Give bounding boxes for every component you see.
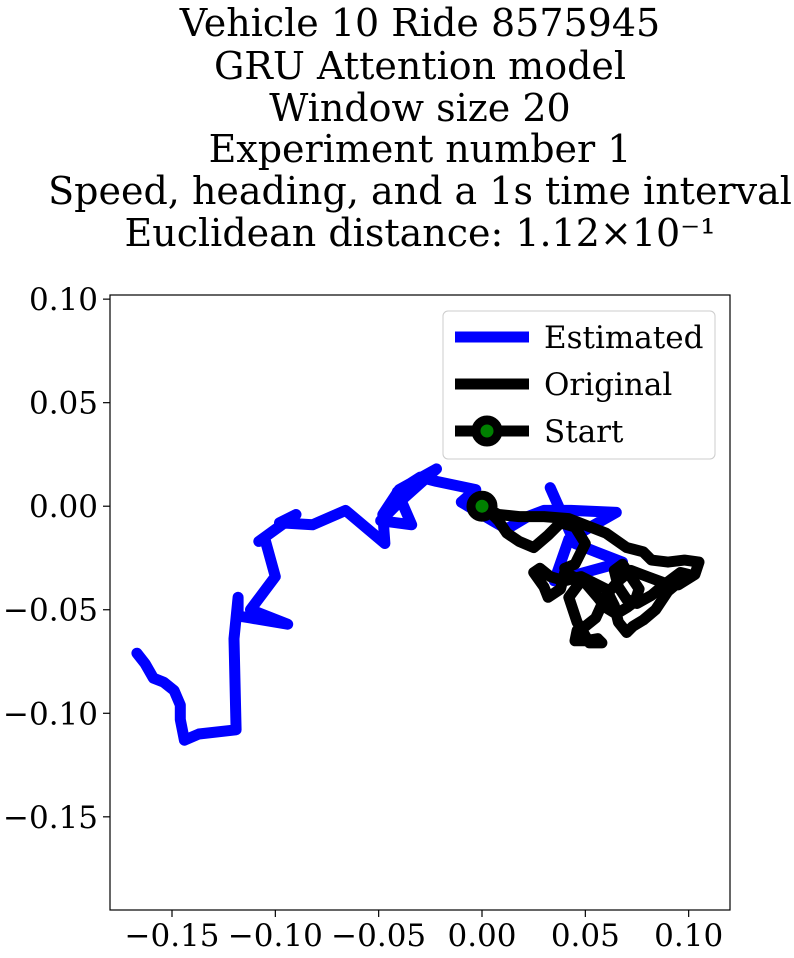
- legend-label-original: Original: [544, 367, 672, 403]
- title-line-3: Window size 20: [269, 86, 570, 130]
- series-line-estimated: [131, 463, 628, 746]
- y-tick-label: 0.00: [29, 489, 98, 525]
- title-line-1: Vehicle 10 Ride 8575945: [179, 1, 660, 45]
- y-tick-label: −0.05: [3, 593, 98, 629]
- legend-frame: [442, 310, 716, 460]
- legend-marker-start: [471, 415, 503, 447]
- x-tick-label: −0.10: [228, 918, 323, 954]
- x-tick-label: 0.10: [654, 918, 723, 954]
- series-line-original: [476, 500, 705, 649]
- title-line-4: Experiment number 1: [209, 127, 632, 171]
- title-line-5: Speed, heading, and a 1s time interval: [48, 169, 792, 213]
- legend-label-start: Start: [544, 414, 624, 450]
- start-marker: [466, 490, 498, 522]
- x-tick-label: 0.00: [447, 918, 516, 954]
- y-tick-label: −0.15: [3, 800, 98, 836]
- x-tick-label: −0.15: [125, 918, 220, 954]
- chart-title: Vehicle 10 Ride 8575945 GRU Attention mo…: [48, 1, 792, 255]
- y-tick-label: 0.10: [29, 282, 98, 318]
- y-tick-label: −0.10: [3, 696, 98, 732]
- plot-area: [109, 294, 731, 911]
- legend-label-estimated: Estimated: [544, 320, 703, 356]
- x-axis: −0.15 −0.10 −0.05 0.00 0.05 0.10: [125, 910, 723, 954]
- title-line-2: GRU Attention model: [214, 44, 626, 88]
- series-layer: [131, 463, 705, 746]
- y-axis: 0.10 0.05 0.00 −0.05 −0.10 −0.15: [3, 282, 110, 836]
- x-tick-label: 0.05: [551, 918, 620, 954]
- y-tick-label: 0.05: [29, 386, 98, 422]
- title-line-6: Euclidean distance: 1.12×10⁻¹: [125, 211, 716, 255]
- legend: Estimated Original Start: [442, 310, 716, 460]
- x-tick-label: −0.05: [331, 918, 426, 954]
